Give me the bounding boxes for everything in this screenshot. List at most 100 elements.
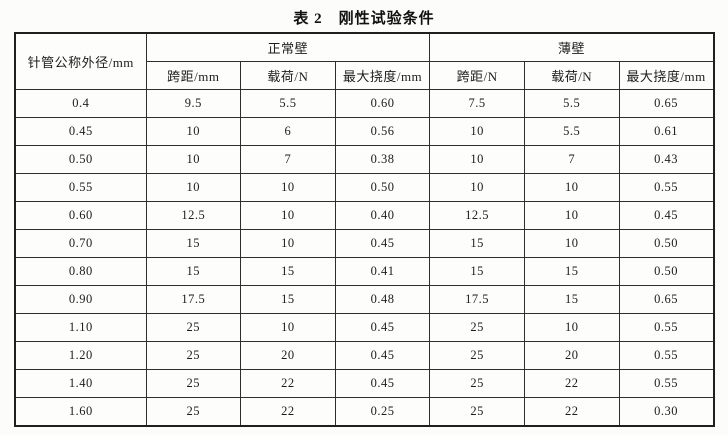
cell-outer-diameter: 0.70 <box>14 229 147 258</box>
cell-span-thin: 25 <box>429 313 525 342</box>
cell-span-thin: 10 <box>429 173 525 202</box>
sub-header-row: 跨距/mm 载荷/N 最大挠度/mm 跨距/N 载荷/N 最大挠度/mm <box>15 61 715 90</box>
cell-deflection-thin: 0.43 <box>618 145 715 174</box>
cell-load-normal: 10 <box>240 201 336 230</box>
cell-outer-diameter: 0.45 <box>14 117 147 146</box>
cell-deflection-normal: 0.60 <box>334 89 431 118</box>
cell-load-normal: 22 <box>240 369 336 398</box>
cell-load-normal: 20 <box>240 341 336 370</box>
subheader-load-normal: 载荷/N <box>240 61 336 90</box>
cell-load-normal: 10 <box>240 313 336 342</box>
cell-deflection-normal: 0.45 <box>334 369 431 398</box>
cell-outer-diameter: 1.10 <box>14 313 147 342</box>
cell-deflection-normal: 0.38 <box>334 145 431 174</box>
table-row: 1.40 25 22 0.45 25 22 0.55 <box>14 369 715 398</box>
cell-deflection-normal: 0.45 <box>334 229 431 258</box>
cell-load-thin: 7 <box>523 145 620 174</box>
cell-deflection-thin: 0.55 <box>618 173 715 202</box>
table-row: 1.60 25 22 0.25 25 22 0.30 <box>14 397 715 427</box>
cell-outer-diameter: 0.80 <box>14 257 147 286</box>
cell-deflection-thin: 0.55 <box>618 369 715 398</box>
group-header-thin-wall: 薄壁 <box>429 32 715 62</box>
cell-span-thin: 25 <box>429 369 525 398</box>
cell-deflection-normal: 0.48 <box>334 285 431 314</box>
cell-outer-diameter: 1.40 <box>14 369 147 398</box>
cell-load-normal: 5.5 <box>240 89 336 118</box>
cell-deflection-normal: 0.45 <box>334 313 431 342</box>
cell-deflection-thin: 0.50 <box>618 257 715 286</box>
cell-load-normal: 15 <box>240 285 336 314</box>
cell-load-thin: 22 <box>523 369 620 398</box>
cell-load-normal: 7 <box>240 145 336 174</box>
cell-deflection-normal: 0.56 <box>334 117 431 146</box>
subheader-deflection-normal: 最大挠度/mm <box>334 61 431 90</box>
subheader-span-thin: 跨距/N <box>429 61 525 90</box>
subheader-load-thin: 载荷/N <box>523 61 620 90</box>
rigidity-test-table: 针管公称外径/mm 正常壁 薄壁 跨距/mm 载荷/N 最大挠度/mm 跨距/N… <box>14 32 715 427</box>
cell-deflection-thin: 0.65 <box>618 89 715 118</box>
table-row: 1.20 25 20 0.45 25 20 0.55 <box>14 341 715 370</box>
cell-span-normal: 17.5 <box>145 285 242 314</box>
cell-span-normal: 10 <box>145 173 242 202</box>
cell-load-normal: 15 <box>240 257 336 286</box>
cell-span-thin: 25 <box>429 341 525 370</box>
cell-deflection-normal: 0.45 <box>334 341 431 370</box>
cell-span-normal: 10 <box>145 117 242 146</box>
table-header: 针管公称外径/mm 正常壁 薄壁 跨距/mm 载荷/N 最大挠度/mm 跨距/N… <box>14 32 715 90</box>
table-row: 0.50 10 7 0.38 10 7 0.43 <box>14 145 715 174</box>
cell-span-thin: 15 <box>429 229 525 258</box>
cell-span-normal: 25 <box>145 369 242 398</box>
table-row: 0.55 10 10 0.50 10 10 0.55 <box>14 173 715 202</box>
cell-span-thin: 10 <box>429 145 525 174</box>
cell-span-normal: 15 <box>145 257 242 286</box>
cell-span-thin: 7.5 <box>429 89 525 118</box>
cell-deflection-normal: 0.41 <box>334 257 431 286</box>
table-title: 表 2 刚性试验条件 <box>293 11 435 27</box>
cell-load-thin: 15 <box>523 257 620 286</box>
cell-deflection-thin: 0.30 <box>618 397 715 427</box>
cell-load-normal: 10 <box>240 173 336 202</box>
group-header-row: 针管公称外径/mm 正常壁 薄壁 <box>14 32 715 90</box>
cell-span-normal: 25 <box>145 341 242 370</box>
cell-span-thin: 15 <box>429 257 525 286</box>
cell-load-thin: 10 <box>523 173 620 202</box>
cell-load-thin: 10 <box>523 313 620 342</box>
cell-span-normal: 15 <box>145 229 242 258</box>
subheader-deflection-thin: 最大挠度/mm <box>618 61 715 90</box>
table-body: 0.4 9.5 5.5 0.60 7.5 5.5 0.65 0.45 10 6 0.56 10 5.5 0… <box>14 89 715 427</box>
subheader-span-normal: 跨距/mm <box>145 61 242 90</box>
cell-load-thin: 10 <box>523 201 620 230</box>
table-row: 0.70 15 10 0.45 15 10 0.50 <box>14 229 715 258</box>
cell-outer-diameter: 1.60 <box>14 397 147 427</box>
cell-outer-diameter: 0.4 <box>14 89 147 118</box>
cell-span-normal: 25 <box>145 397 242 427</box>
cell-load-thin: 5.5 <box>523 117 620 146</box>
cell-deflection-thin: 0.45 <box>618 201 715 230</box>
cell-load-thin: 20 <box>523 341 620 370</box>
table-row: 1.10 25 10 0.45 25 10 0.55 <box>14 313 715 342</box>
cell-span-normal: 10 <box>145 145 242 174</box>
cell-deflection-thin: 0.50 <box>618 229 715 258</box>
cell-span-thin: 12.5 <box>429 201 525 230</box>
cell-deflection-thin: 0.65 <box>618 285 715 314</box>
cell-deflection-normal: 0.40 <box>334 201 431 230</box>
cell-outer-diameter: 0.55 <box>14 173 147 202</box>
table-row: 0.80 15 15 0.41 15 15 0.50 <box>14 257 715 286</box>
cell-load-thin: 22 <box>523 397 620 427</box>
cell-outer-diameter: 0.90 <box>14 285 147 314</box>
cell-span-thin: 17.5 <box>429 285 525 314</box>
cell-load-thin: 15 <box>523 285 620 314</box>
header-outer-diameter: 针管公称外径/mm <box>14 32 147 90</box>
cell-deflection-normal: 0.25 <box>334 397 431 427</box>
cell-deflection-thin: 0.55 <box>618 341 715 370</box>
cell-span-normal: 9.5 <box>145 89 242 118</box>
cell-outer-diameter: 0.60 <box>14 201 147 230</box>
cell-outer-diameter: 0.50 <box>14 145 147 174</box>
cell-load-normal: 22 <box>240 397 336 427</box>
group-header-normal-wall: 正常壁 <box>145 32 431 62</box>
cell-deflection-thin: 0.61 <box>618 117 715 146</box>
cell-load-normal: 6 <box>240 117 336 146</box>
table-row: 0.45 10 6 0.56 10 5.5 0.61 <box>14 117 715 146</box>
cell-deflection-thin: 0.55 <box>618 313 715 342</box>
